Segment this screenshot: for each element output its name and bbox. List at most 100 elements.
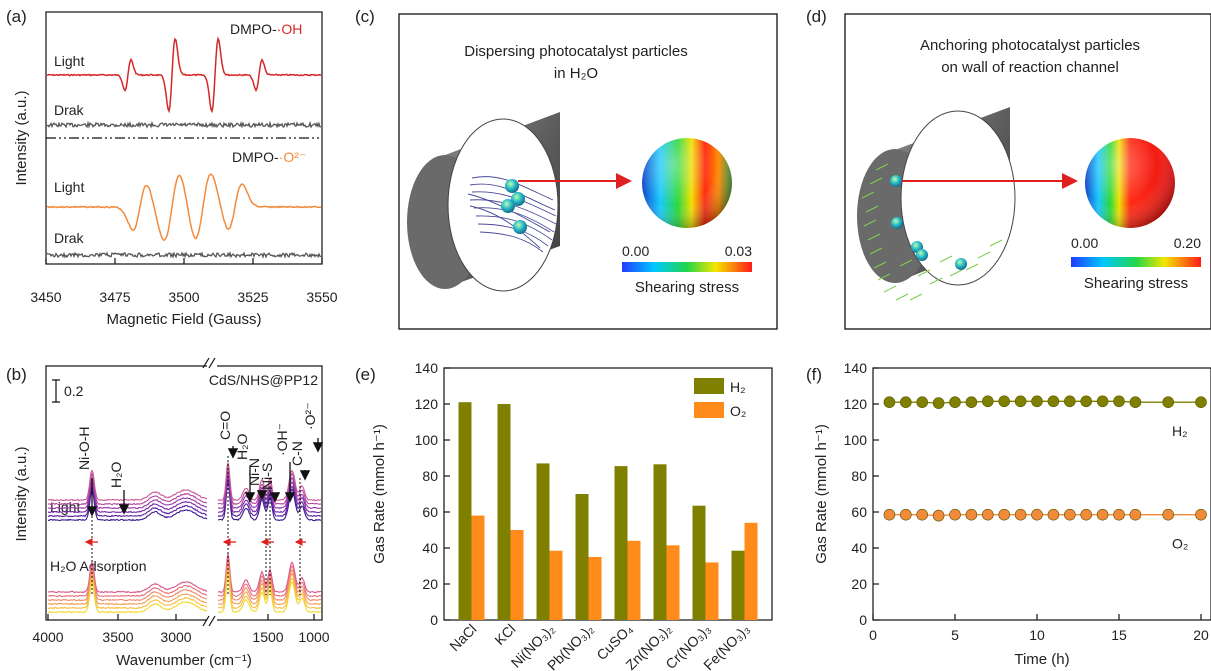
y-tick-label: 60: [851, 504, 867, 520]
y-tick-label: 100: [415, 432, 439, 448]
y-tick-label: 140: [415, 360, 439, 376]
x-tick-label: 3475: [99, 289, 130, 305]
y-tick-label: 0: [430, 612, 438, 628]
scale-value: 0.2: [64, 383, 84, 399]
legend-label: O₂: [730, 403, 746, 419]
bar-o2: [510, 530, 524, 620]
x-tick-label: 10: [1029, 627, 1045, 643]
sample-name: CdS/NHS@PP12: [209, 372, 318, 388]
panel-d-scale-min: 0.00: [1071, 235, 1098, 251]
ftir-peak-label: Ni-N: [246, 458, 262, 486]
series-point: [899, 396, 912, 409]
y-tick-label: 140: [844, 360, 868, 376]
panel-a-light-oh: Light: [54, 53, 84, 69]
series-point: [1195, 508, 1207, 521]
series-point: [932, 397, 945, 409]
series-point: [1113, 508, 1125, 521]
series-point: [883, 396, 896, 409]
panel-a-xticks: 3450 3475 3500 3525 3550: [30, 258, 338, 305]
x-tick-label: 5: [951, 627, 959, 643]
stress-sphere-shading: [642, 138, 732, 228]
series-point: [1031, 395, 1043, 408]
panel-d-frame: [844, 13, 1211, 330]
panel-e-bars: [458, 402, 758, 620]
ftir-peak-label: C-N: [289, 441, 305, 466]
legend-label: H₂: [730, 379, 746, 395]
panel-d-scale-max: 0.20: [1174, 235, 1201, 251]
series-point: [981, 508, 994, 521]
bar-h2: [614, 466, 628, 620]
series-point: [1129, 396, 1142, 409]
ftir-trace-light: [47, 466, 322, 506]
wall-flow-vectors: [861, 163, 1003, 301]
series-point: [1047, 508, 1060, 521]
ftir-peak-label: H₂O: [234, 433, 250, 460]
y-tick-label: 120: [415, 396, 439, 412]
y-tick-label: 40: [851, 540, 867, 556]
bar-h2: [692, 505, 706, 620]
panel-c-scale-min: 0.00: [622, 243, 649, 259]
series-point: [1113, 395, 1125, 408]
panel-f: (f) Gas Rate (mmol h⁻¹) Time (h) 0 20 40 60…: [806, 360, 1211, 668]
bar-o2: [549, 550, 563, 620]
y-tick-label: 20: [851, 576, 867, 592]
panel-label-a: (a): [6, 7, 27, 26]
panel-e-frame: [443, 367, 773, 621]
series-point: [1080, 508, 1092, 521]
series-point: [1096, 508, 1109, 521]
panel-label-b: (b): [6, 365, 27, 384]
bar-h2: [497, 404, 511, 620]
panel-d-title-1: Anchoring photocatalyst particles: [920, 37, 1140, 54]
series-point: [1014, 395, 1027, 408]
stress-sphere-shading: [1085, 138, 1175, 228]
series-point: [1162, 396, 1174, 409]
panel-f-series: H₂ O₂: [883, 395, 1207, 552]
panel-a-dark-o2: Drak: [54, 230, 85, 246]
panel-e-legend: H₂ O₂: [694, 378, 746, 419]
series-point: [916, 396, 929, 409]
y-tick-label: 80: [851, 468, 867, 484]
series-point: [1064, 508, 1076, 521]
y-tick-label: 60: [422, 504, 438, 520]
y-tick-label: 20: [422, 576, 438, 592]
x-tick-label: 3525: [237, 289, 268, 305]
x-tick-label: 3000: [160, 629, 191, 645]
panel-b: (b) Intensity (a.u.) Wavenumber (cm⁻¹) 4…: [6, 357, 330, 669]
panel-b-xticks: 4000 3500 3000 1500 1000: [32, 614, 330, 645]
series-point: [1047, 395, 1060, 408]
series-point: [1080, 395, 1092, 408]
particle: [505, 179, 519, 193]
series-point: [949, 508, 961, 521]
y-tick-label: 0: [859, 612, 867, 628]
legend-swatch: [694, 378, 724, 394]
particle: [916, 249, 928, 261]
panel-label-c: (c): [355, 7, 375, 26]
bar-o2: [666, 545, 680, 620]
x-tick-label: 15: [1111, 627, 1127, 643]
panel-label-d: (d): [806, 7, 827, 26]
panel-c-scale-label: Shearing stress: [635, 279, 739, 296]
panel-label-e: (e): [355, 365, 376, 384]
series-point: [1162, 508, 1174, 521]
series-point: [899, 508, 912, 521]
panel-a-o2-label: DMPO-·O²⁻: [232, 149, 306, 165]
panel-c-title-1: Dispersing photocatalyst particles: [464, 43, 687, 60]
epr-trace-o2-dark: [46, 251, 322, 259]
series-point: [1031, 508, 1043, 521]
panel-b-ylabel: Intensity (a.u.): [13, 446, 30, 541]
panel-b-adsorption: H₂O Adsorption: [50, 558, 146, 574]
panel-c: (c) Dispersing photocatalyst particles i…: [355, 7, 778, 330]
bar-h2: [575, 494, 589, 620]
epr-trace-oh-light: [46, 36, 322, 114]
series-point: [998, 395, 1011, 408]
axis-break-gap: [207, 360, 217, 626]
particle: [511, 192, 525, 206]
x-tick-label: 20: [1193, 627, 1209, 643]
bar-h2: [731, 550, 745, 620]
particle: [513, 220, 527, 234]
panel-a-dark-oh: Drak: [54, 102, 85, 118]
series-label: H₂: [1172, 423, 1188, 439]
bar-o2: [744, 522, 758, 620]
y-tick-label: 120: [844, 396, 868, 412]
